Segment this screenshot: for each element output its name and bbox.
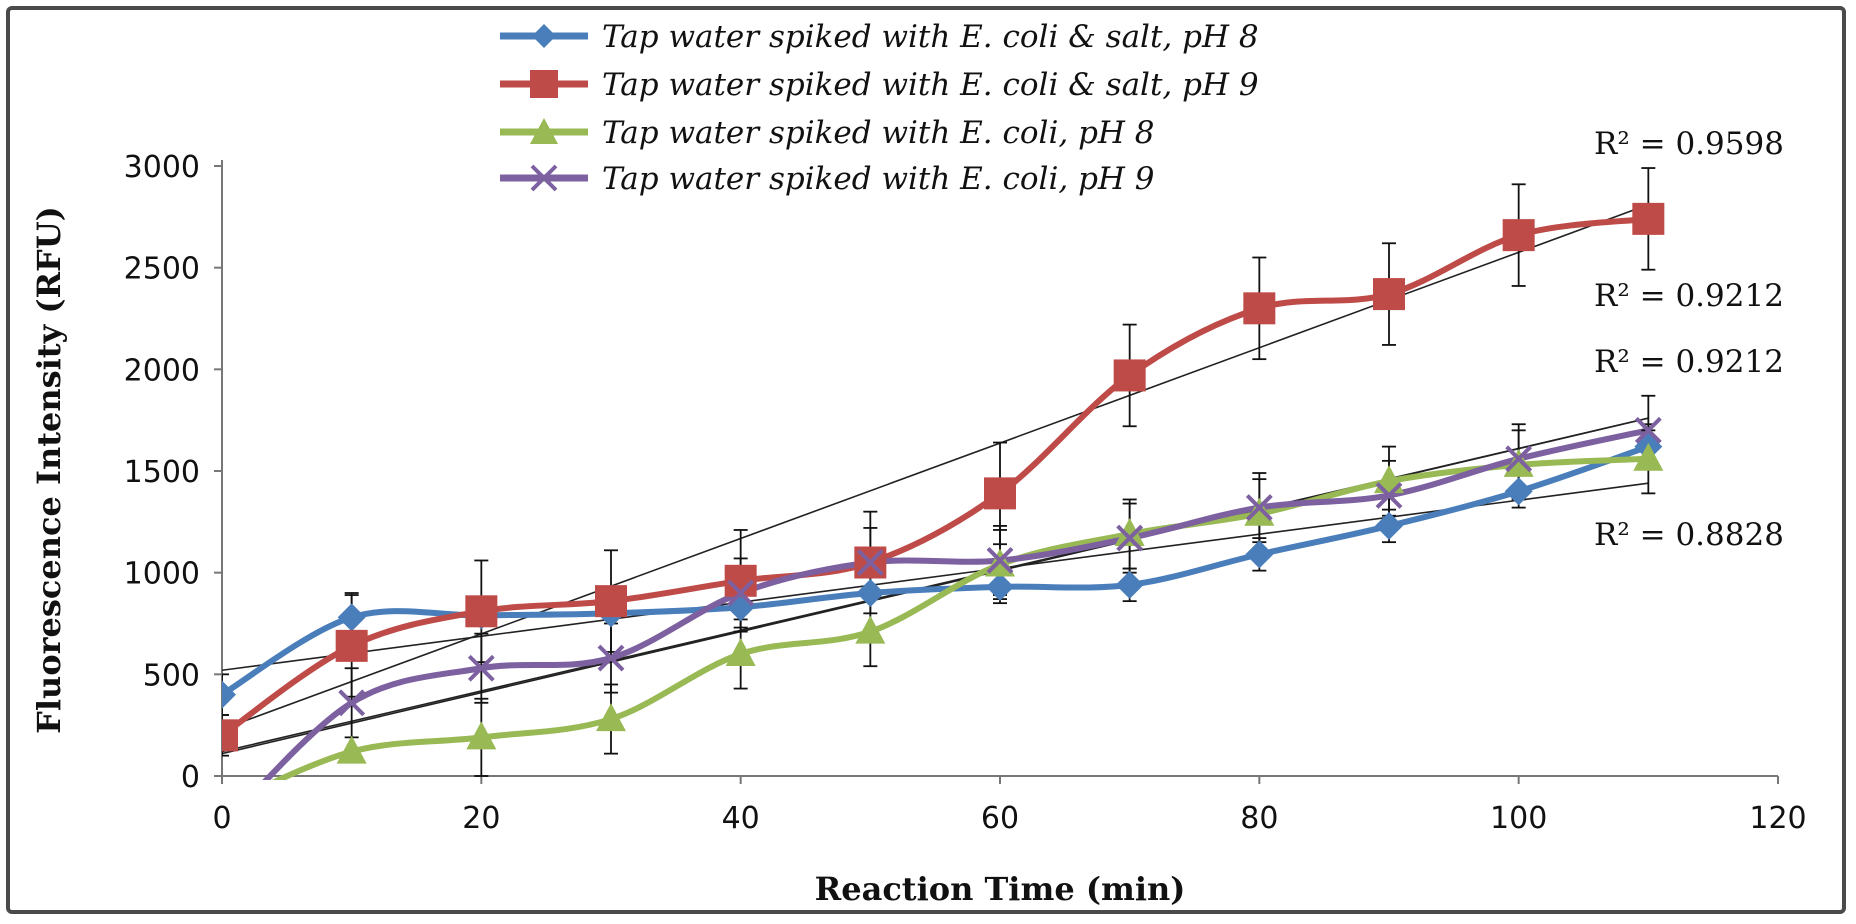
y-tick-label: 1500: [124, 455, 200, 490]
y-axis-title: Fluorescence Intensity (RFU): [30, 206, 68, 734]
data-point-diamond: [856, 579, 885, 607]
data-point-triangle: [336, 735, 367, 764]
series-line-2: [271, 455, 1649, 780]
data-point-triangle: [1633, 442, 1664, 471]
data-point-triangle: [855, 615, 886, 644]
x-tick-label: 120: [1749, 801, 1806, 836]
markers: [222, 202, 1665, 764]
series-line-1: [222, 215, 1649, 738]
y-tick-label: 3000: [124, 150, 200, 185]
legend-diamond-marker: [532, 24, 556, 48]
data-point-diamond: [337, 603, 366, 632]
data-point-x: [1116, 524, 1144, 552]
data-point-diamond: [222, 680, 236, 709]
data-point-square: [984, 477, 1016, 510]
y-tick-label: 500: [143, 658, 200, 693]
trendline-series-3: [222, 417, 1649, 753]
legend-triangle-marker: [530, 118, 558, 144]
data-point-x: [338, 689, 366, 717]
r2-label-purple-series: R² = 0.9212: [1594, 344, 1784, 380]
data-point-diamond: [1115, 570, 1144, 599]
series-line-3: [262, 427, 1649, 780]
data-point-diamond: [1245, 540, 1274, 569]
legend-label: Tap water spiked with E. coli, pH 9: [602, 161, 1155, 197]
legend-label: Tap water spiked with E. coli, pH 8: [602, 115, 1155, 151]
trendline-series-1: [222, 203, 1649, 730]
data-point-triangle: [725, 638, 756, 666]
y-axis-ticks: 0 500 1000 1500 2000 2500 3000: [124, 150, 222, 795]
legend-label: Tap water spiked with E. coli & salt, pH…: [602, 19, 1259, 55]
x-axis-ticks: 0 20 40 60 80 100 120: [212, 776, 1807, 836]
x-axis-title: Reaction Time (min): [815, 870, 1186, 908]
data-point-square: [595, 585, 627, 618]
legend-entry: Tap water spiked with E. coli, pH 8: [500, 115, 1155, 151]
legend-square-marker: [530, 70, 558, 98]
data-point-triangle: [1114, 518, 1145, 547]
legend-entry: Tap water spiked with E. coli, pH 9: [500, 161, 1155, 197]
data-point-x: [856, 549, 884, 576]
legend-entry: Tap water spiked with E. coli & salt, pH…: [500, 19, 1259, 55]
x-tick-label: 100: [1490, 801, 1547, 836]
data-point-x: [1505, 445, 1533, 473]
legend-entry: Tap water spiked with E. coli & salt, pH…: [500, 67, 1259, 103]
y-tick-label: 2000: [124, 353, 200, 388]
trendline-series-0: [222, 482, 1649, 672]
data-point-x: [1375, 481, 1403, 509]
data-point-square: [222, 719, 238, 752]
legend-x-marker: [530, 164, 558, 192]
r2-label-red-series: R² = 0.9598: [1594, 126, 1784, 162]
x-tick-label: 0: [212, 801, 231, 836]
data-point-square: [1373, 278, 1405, 311]
trendlines: [222, 203, 1649, 755]
legend-label: Tap water spiked with E. coli & salt, pH…: [602, 67, 1259, 103]
data-point-x: [727, 579, 755, 607]
x-tick-label: 40: [722, 801, 760, 836]
series-lines: [222, 215, 1650, 780]
data-point-square: [1502, 219, 1535, 252]
x-tick-label: 80: [1240, 801, 1278, 836]
r2-label-blue-series: R² = 0.8828: [1594, 517, 1784, 553]
x-tick-label: 20: [462, 801, 500, 836]
r2-annotations: R² = 0.9598 R² = 0.9212 R² = 0.9212 R² =…: [1594, 126, 1784, 553]
data-point-x: [597, 644, 625, 672]
data-point-x: [986, 547, 1014, 574]
data-point-triangle: [466, 721, 497, 750]
data-point-triangle: [1244, 497, 1275, 526]
data-point-diamond: [1504, 477, 1533, 506]
data-point-triangle: [1503, 448, 1534, 477]
data-point-square: [335, 629, 368, 662]
data-point-square: [1113, 359, 1146, 392]
data-point-diamond: [1375, 511, 1403, 540]
data-point-triangle: [596, 703, 626, 732]
y-tick-label: 0: [181, 760, 200, 795]
data-point-square: [465, 595, 498, 628]
data-point-diamond: [986, 572, 1014, 601]
data-point-x: [467, 654, 495, 682]
data-point-square: [1632, 202, 1665, 235]
data-point-x: [1634, 416, 1662, 444]
y-tick-label: 2500: [124, 252, 200, 287]
r2-label-green-series: R² = 0.9212: [1594, 278, 1784, 314]
data-point-x: [1245, 494, 1273, 522]
legend: Tap water spiked with E. coli & salt, pH…: [500, 19, 1259, 197]
x-tick-label: 60: [981, 801, 1019, 836]
data-point-square: [1243, 292, 1276, 325]
y-tick-label: 1000: [124, 557, 200, 592]
